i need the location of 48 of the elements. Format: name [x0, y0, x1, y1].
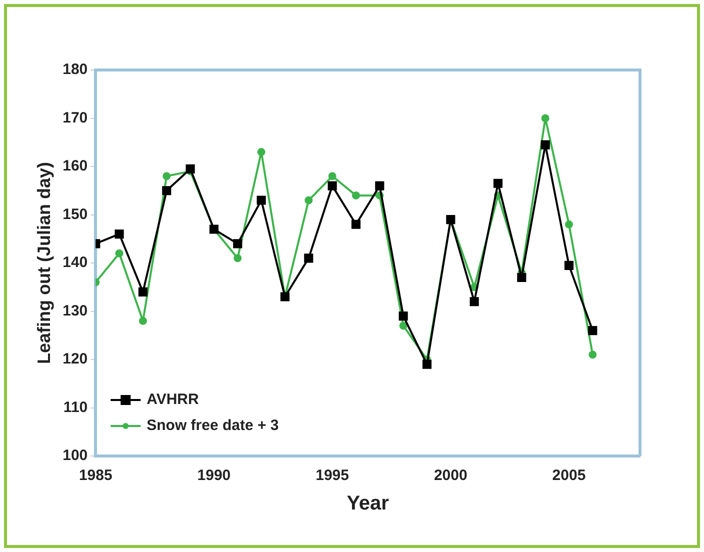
y-tick-label: 140 — [62, 254, 88, 272]
point — [588, 350, 597, 359]
point — [328, 181, 337, 190]
point — [399, 322, 408, 330]
y-tick-label: 180 — [62, 61, 88, 78]
point — [304, 254, 314, 263]
point — [256, 196, 266, 205]
point — [517, 272, 526, 282]
legend-label: Snow free date + 3 — [146, 417, 279, 434]
y-tick-label: 110 — [63, 398, 88, 416]
x-tick-label: 2005 — [552, 467, 586, 484]
point — [564, 220, 573, 228]
x-axis-title: Year — [346, 492, 390, 515]
point — [541, 114, 550, 122]
point — [422, 360, 432, 369]
y-axis-title: Leafing out (Julian day) — [34, 162, 54, 364]
point — [304, 196, 313, 204]
x-tick-label: 1985 — [78, 467, 112, 484]
point — [257, 148, 266, 156]
point — [234, 254, 242, 262]
point — [470, 297, 479, 306]
point — [398, 312, 408, 321]
legend-label: AVHRR — [146, 391, 200, 408]
y-tick-label: 170 — [62, 109, 88, 126]
point — [233, 239, 242, 248]
point — [186, 164, 195, 174]
point — [351, 220, 361, 229]
point — [115, 249, 124, 258]
y-tick-label: 120 — [62, 350, 88, 368]
point — [493, 178, 503, 188]
point — [162, 186, 172, 196]
point — [540, 140, 550, 150]
x-tick-label: 2000 — [434, 467, 468, 484]
y-tick-label: 160 — [62, 158, 88, 175]
x-tick-label: 1995 — [316, 467, 349, 484]
point — [564, 260, 574, 270]
x-tick-label: 1990 — [197, 467, 231, 484]
point — [138, 287, 148, 296]
point — [375, 181, 384, 190]
y-tick-label: 150 — [62, 206, 88, 223]
point — [138, 316, 147, 325]
point — [328, 172, 336, 180]
y-tick-label: 100 — [62, 447, 88, 464]
point — [352, 191, 360, 200]
y-tick-label: 130 — [62, 302, 88, 320]
point — [162, 172, 171, 180]
point — [588, 326, 598, 336]
point — [114, 230, 124, 239]
